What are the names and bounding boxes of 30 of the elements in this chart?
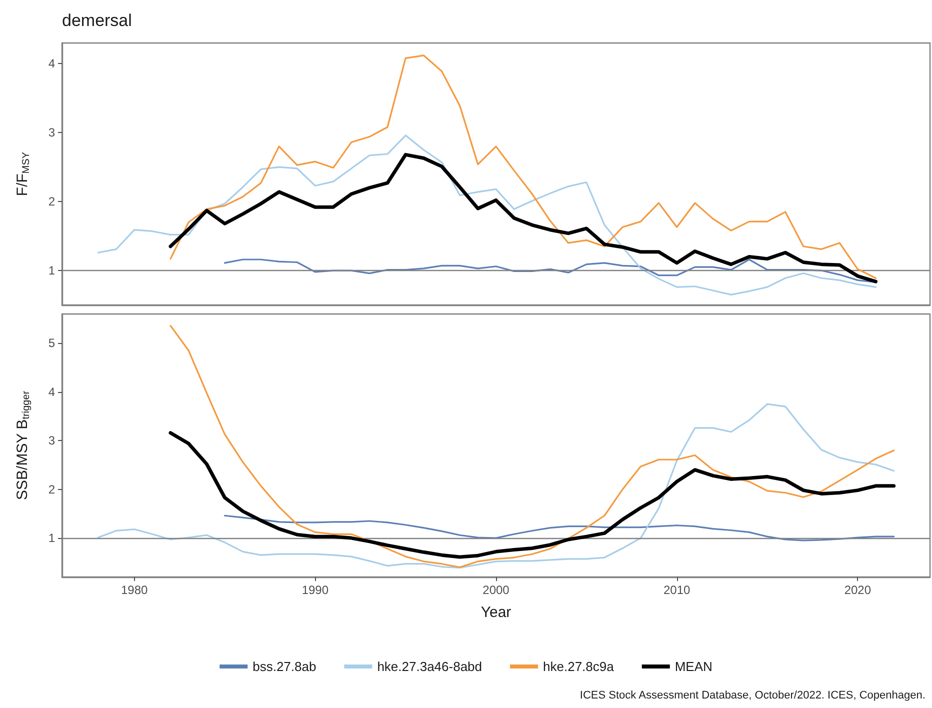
line-series — [97, 134, 877, 296]
y-tick-label: 3 — [48, 434, 56, 448]
y-tick-label: 3 — [48, 126, 56, 140]
x-tick-label: 2000 — [482, 583, 510, 597]
y-tick-label: 1 — [48, 531, 56, 546]
x-axis-title: Year — [480, 604, 512, 621]
line-series — [168, 431, 896, 559]
line-series — [170, 324, 895, 568]
line-series — [170, 54, 877, 279]
legend-label: hke.27.8c9a — [543, 659, 615, 674]
y-tick-label: 2 — [48, 194, 56, 209]
y-tick-label: 4 — [48, 56, 56, 71]
x-tick-label: 2010 — [663, 583, 691, 597]
y-tick-label: 2 — [48, 482, 56, 496]
chart-title: demersal — [62, 11, 132, 30]
line-series — [224, 514, 895, 542]
x-tick-label: 2020 — [844, 583, 872, 597]
y-tick-label: 1 — [48, 264, 56, 278]
legend-label: MEAN — [674, 659, 712, 674]
y-tick-label: 4 — [48, 384, 56, 399]
x-tick-label: 1990 — [302, 583, 329, 597]
legend-label: hke.27.3a46-8abd — [377, 659, 482, 674]
y-axis-title: SSB/MSY Btrigger — [14, 390, 32, 500]
legend-label: bss.27.8ab — [252, 659, 316, 674]
x-tick-label: 1980 — [120, 583, 148, 597]
y-tick-label: 5 — [48, 336, 56, 350]
line-series — [97, 403, 895, 569]
text: ICES Stock Assessment Database, October/2022. ICES, Copenhagen. — [580, 690, 926, 702]
y-axis-title: F/FMSY — [14, 152, 32, 196]
line-series — [168, 152, 878, 284]
